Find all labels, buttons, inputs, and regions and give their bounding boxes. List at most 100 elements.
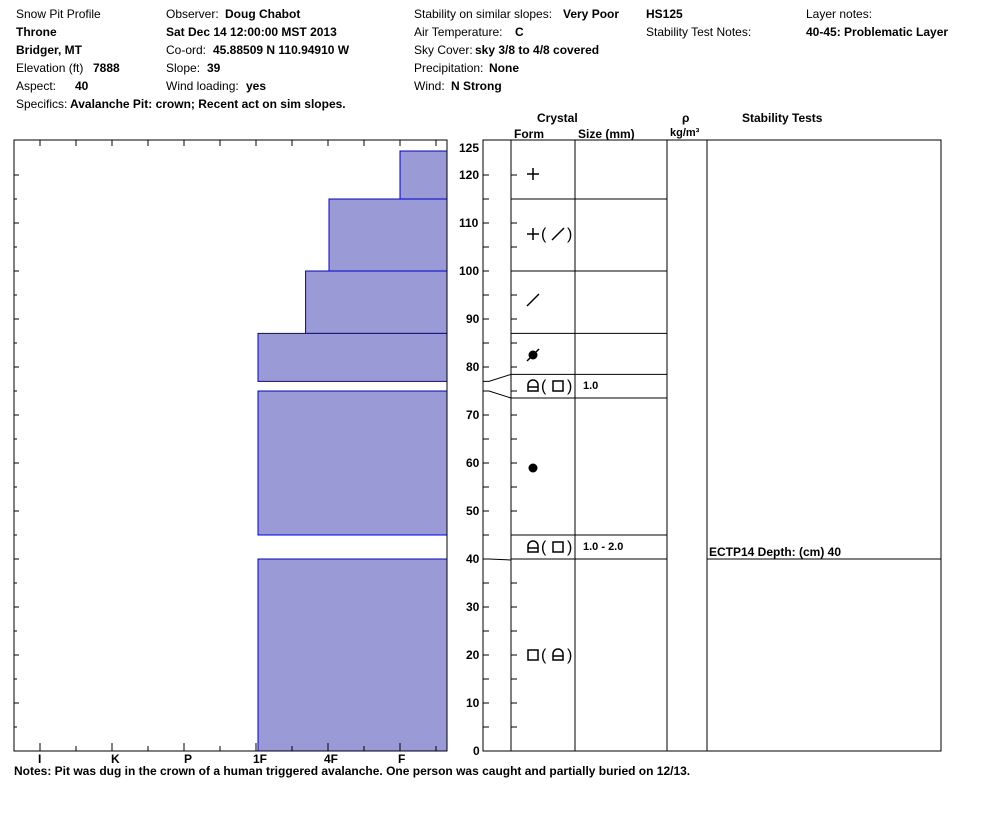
layer-connector <box>483 390 512 399</box>
paren-glyph: ) <box>567 378 572 395</box>
crystal-form-symbol <box>528 463 538 473</box>
grain-size: 1.0 <box>583 380 598 392</box>
hardness-bars <box>257 150 448 752</box>
form-header: Form <box>514 127 544 141</box>
crystal-form-symbol: () <box>527 378 572 395</box>
depth-label: 90 <box>466 312 480 326</box>
depth-label: 30 <box>466 600 480 614</box>
hardness-bar <box>399 150 448 200</box>
hardness-bar <box>328 198 448 272</box>
depth-label: 100 <box>459 264 479 278</box>
layer-connector <box>483 558 512 561</box>
stability-test-entries: ECTP14 Depth: (cm) 40 <box>707 545 941 560</box>
density-unit-header: kg/m³ <box>670 127 700 139</box>
size-header: Size (mm) <box>578 127 635 141</box>
elevation-label: Elevation (ft) <box>16 61 84 75</box>
crystal-symbols: ()() 1.0() 1.0 - 2.0() <box>526 168 623 664</box>
coord-label: Co-ord: <box>166 43 207 57</box>
layer-notes-value: 40-45: Problematic Layer <box>806 25 949 39</box>
grain-size: 1.0 - 2.0 <box>583 541 623 553</box>
dot-icon <box>528 463 538 473</box>
square-icon <box>552 380 564 392</box>
paren-glyph: ( <box>541 647 547 664</box>
paren-glyph: ) <box>567 226 572 243</box>
hardness-label: I <box>38 752 41 766</box>
wind-loading-value: yes <box>246 79 267 93</box>
hardness-bar <box>305 270 448 334</box>
depth-hoar-icon <box>552 648 564 661</box>
square-icon <box>527 649 539 661</box>
slash-icon <box>526 293 540 307</box>
region-name: Bridger, MT <box>16 43 83 57</box>
slope-value: 39 <box>207 61 221 75</box>
paren-glyph: ) <box>567 647 572 664</box>
depth-label: 80 <box>466 360 480 374</box>
layer-rows <box>483 198 667 561</box>
crystal-header: Crystal <box>537 111 578 125</box>
hardness-label: F <box>398 752 405 766</box>
paren-glyph: ( <box>541 378 547 395</box>
hardness-graph-frame <box>13 139 448 752</box>
hardness-label: P <box>184 752 192 766</box>
hardness-bar <box>257 390 448 536</box>
observer-value: Doug Chabot <box>225 7 301 21</box>
specifics-value: Avalanche Pit: crown; Recent act on sim … <box>70 97 346 111</box>
hardness-bar <box>257 332 448 382</box>
crystal-form-symbol: () <box>527 226 572 243</box>
wind-label: Wind: <box>414 79 445 93</box>
sky-label: Sky Cover: <box>414 43 473 57</box>
paren-glyph: ) <box>567 539 572 556</box>
air-temp-value: C <box>515 25 524 39</box>
depth-label: 110 <box>459 216 479 230</box>
layer-notes-label: Layer notes: <box>806 7 873 21</box>
slope-label: Slope: <box>166 61 201 75</box>
slash-icon <box>551 227 565 241</box>
sky-value: sky 3/8 to 4/8 covered <box>475 43 600 57</box>
square-icon <box>552 541 564 553</box>
paren-glyph: ( <box>541 539 547 556</box>
depth-hoar-icon <box>527 379 539 392</box>
crystal-form-symbol: () <box>527 539 572 556</box>
precip-value: None <box>489 61 519 75</box>
paren-glyph: ( <box>541 226 547 243</box>
pit-notes: Notes: Pit was dug in the crown of a hum… <box>14 764 691 778</box>
crystal-form-symbol <box>527 168 539 180</box>
precip-label: Precipitation: <box>414 61 484 75</box>
hardness-bar <box>257 558 448 752</box>
observer-label: Observer: <box>166 7 219 21</box>
depth-label: 120 <box>459 168 479 182</box>
snow-height: HS125 <box>646 7 683 21</box>
depth-label: 125 <box>459 141 479 155</box>
specifics-label: Specifics: <box>16 97 68 111</box>
profile-title: Snow Pit Profile <box>16 7 101 21</box>
depth-hoar-icon <box>527 540 539 553</box>
slash-icon <box>526 348 540 362</box>
depth-label: 0 <box>473 744 480 758</box>
aspect-label: Aspect: <box>16 79 57 93</box>
hardness-axis: I K P 1F 4F F <box>13 140 437 766</box>
observation-date: Sat Dec 14 12:00:00 MST 2013 <box>166 25 337 39</box>
crystal-form-symbol <box>526 348 540 362</box>
layer-table-frame <box>482 139 942 752</box>
rho-header: ρ <box>682 111 690 125</box>
coord-value: 45.88509 N 110.94910 W <box>213 43 350 57</box>
elevation-value: 7888 <box>93 61 120 75</box>
wind-value: N Strong <box>451 79 502 93</box>
depth-label: 10 <box>466 696 480 710</box>
hardness-label: 1F <box>253 752 267 766</box>
location-name: Throne <box>16 25 57 39</box>
depth-label: 60 <box>466 456 480 470</box>
air-temp-label: Air Temperature: <box>414 25 503 39</box>
crystal-form-symbol: () <box>527 647 572 664</box>
aspect-value: 40 <box>75 79 89 93</box>
hardness-label: 4F <box>324 752 338 766</box>
depth-label: 50 <box>466 504 480 518</box>
depth-label: 40 <box>466 552 480 566</box>
wind-loading-label: Wind loading: <box>166 79 239 93</box>
stability-tests-header: Stability Tests <box>742 111 823 125</box>
depth-label: 70 <box>466 408 480 422</box>
stability-test-label: ECTP14 Depth: (cm) 40 <box>709 545 841 559</box>
stability-value: Very Poor <box>563 7 620 21</box>
stability-notes-label: Stability Test Notes: <box>646 25 752 39</box>
